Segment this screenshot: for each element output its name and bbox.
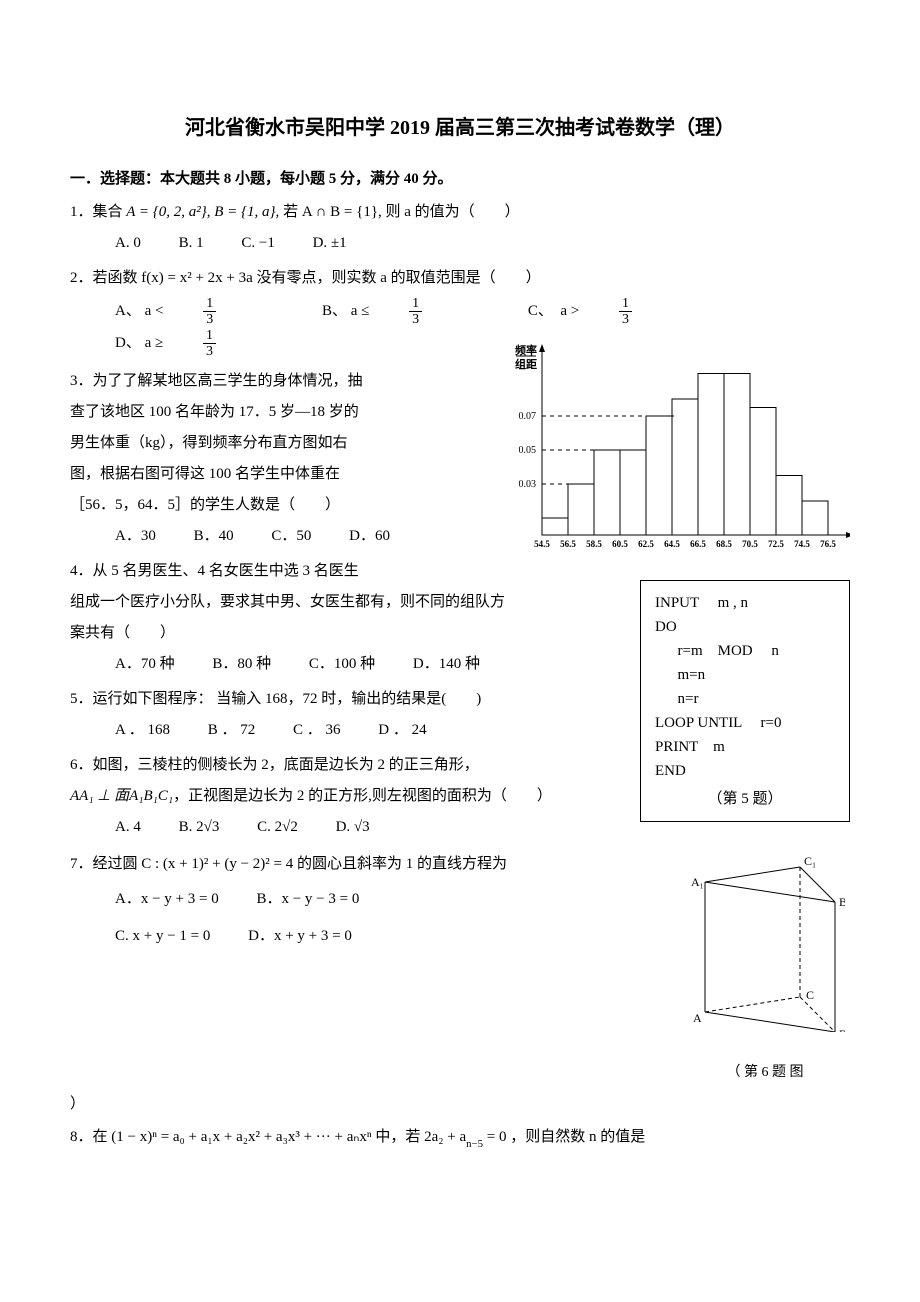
q1-prefix: 1．集合 (70, 204, 126, 220)
svg-text:B₁: B₁ (839, 895, 845, 909)
q1-options: A. 0 B. 1 C. −1 D. ±1 (70, 230, 850, 257)
q5-opt-b: B ． 72 (208, 717, 256, 744)
q1-opt-a: A. 0 (115, 230, 141, 257)
pc-l5: n=r (655, 687, 835, 711)
svg-text:A₁: A₁ (691, 875, 704, 889)
q1-stem: 1．集合 A = {0, 2, a²}, B = {1, a}, 若 A ∩ B… (70, 199, 850, 226)
q6-l2-pre: AA₁ ⊥ 面 (70, 788, 129, 804)
q1-opt-c: C. −1 (241, 230, 274, 257)
svg-text:70.5: 70.5 (742, 539, 758, 549)
q2-opt-b: B、 a ≤ 13 (322, 296, 490, 328)
prism-caption: （ 第 6 题 图 (680, 1060, 850, 1085)
close-paren: ） (70, 1091, 850, 1118)
q4-opt-a: A．70 种 (115, 651, 175, 678)
q2-opt-a: A、 a < 13 (115, 296, 284, 328)
q2-opt-c-lbl: C、 a > (528, 298, 579, 325)
svg-text:72.5: 72.5 (768, 539, 784, 549)
prism-svg: A₁ B₁ C₁ A B C (685, 852, 845, 1032)
svg-text:C: C (806, 988, 814, 1002)
q2-stem: 2．若函数 f(x) = x² + 2x + 3a 没有零点，则实数 a 的取值… (70, 265, 850, 292)
q6-l2-mid: A₁B₁C₁ (129, 788, 173, 804)
prism-figure: A₁ B₁ C₁ A B C （ 第 6 题 图 (680, 852, 850, 1085)
pc-l6: LOOP UNTIL r=0 (655, 711, 835, 735)
q1-sets: A = {0, 2, a²}, B = {1, a}, (126, 204, 279, 220)
q8-cond: 2a₂ + a (424, 1129, 466, 1145)
histogram-svg: 频率组距 0.03 0.05 0.07 54.5 56.5 58.5 60.5 62.5 64.5… (500, 340, 850, 560)
svg-text:74.5: 74.5 (794, 539, 810, 549)
q1-opt-b: B. 1 (179, 230, 204, 257)
page-title: 河北省衡水市吴阳中学 2019 届高三第三次抽考试卷数学（理） (70, 110, 850, 146)
q3-opt-c: C．50 (271, 523, 311, 550)
q4-opt-b: B．80 种 (212, 651, 271, 678)
pc-l1: INPUT m , n (655, 591, 835, 615)
svg-text:56.5: 56.5 (560, 539, 576, 549)
q2-opt-b-lbl: B、 a ≤ (322, 298, 369, 325)
pseudocode-box: INPUT m , n DO r=m MOD n m=n n=r LOOP UN… (640, 580, 850, 822)
frac-den: 3 (619, 312, 632, 327)
q2-opt-c: C、 a > 13 (528, 296, 700, 328)
q3-opt-a: A．30 (115, 523, 156, 550)
svg-text:54.5: 54.5 (534, 539, 550, 549)
svg-text:76.5: 76.5 (820, 539, 836, 549)
q6-opt-c: C. 2√2 (257, 814, 298, 841)
q6-l2-post: ，正视图是边长为 2 的正方形,则左视图的面积为（ ） (173, 788, 552, 804)
q7-opt-a: A．x − y + 3 = 0 (115, 886, 219, 913)
svg-text:68.5: 68.5 (716, 539, 732, 549)
q3-opt-b: B．40 (194, 523, 234, 550)
svg-text:频率: 频率 (515, 343, 537, 357)
q1-cond: 若 A ∩ B = {1}, 则 a 的值为（ ） (283, 204, 520, 220)
q6-opt-a: A. 4 (115, 814, 141, 841)
frac-num: 1 (203, 328, 216, 344)
q6-opt-b: B. 2√3 (179, 814, 220, 841)
svg-text:64.5: 64.5 (664, 539, 680, 549)
svg-text:组距: 组距 (515, 357, 537, 371)
q3-opt-d: D．60 (349, 523, 390, 550)
frac-den: 3 (203, 344, 216, 359)
frac-num: 1 (409, 296, 422, 312)
q4-opt-d: D．140 种 (413, 651, 480, 678)
q6-opt-d: D. √3 (336, 814, 370, 841)
svg-text:0.05: 0.05 (519, 445, 537, 456)
q5-opt-c: C ． 36 (293, 717, 341, 744)
svg-text:A: A (693, 1011, 702, 1025)
q8-mid: 中，若 (375, 1129, 424, 1145)
q1-opt-d: D. ±1 (313, 230, 347, 257)
pc-l7: PRINT m (655, 735, 835, 759)
q7-opt-b: B．x − y − 3 = 0 (256, 886, 359, 913)
q2-opt-a-lbl: A、 a < (115, 298, 163, 325)
q7-opt-d: D．x + y + 3 = 0 (248, 923, 352, 950)
pc-l3: r=m MOD n (655, 639, 835, 663)
q8-expand: (1 − x)ⁿ = a₀ + a₁x + a₂x² + a₃x³ + ··· … (111, 1129, 371, 1145)
svg-text:60.5: 60.5 (612, 539, 628, 549)
q8-post: = 0 ，则自然数 n 的值是 (487, 1129, 645, 1145)
q7-opt-c: C. x + y − 1 = 0 (115, 923, 210, 950)
pc-l2: DO (655, 615, 835, 639)
q4-opt-c: C．100 种 (309, 651, 375, 678)
q2-frac-den: 3 (203, 312, 216, 327)
q2-opt-d: D、 a ≥ 13 (115, 328, 284, 360)
frac-num: 1 (619, 296, 632, 312)
q8-pre: 8．在 (70, 1129, 111, 1145)
q5-opt-a: A ． 168 (115, 717, 170, 744)
svg-text:C₁: C₁ (804, 854, 816, 868)
pc-caption: （第 5 题） (655, 787, 835, 811)
svg-text:0.03: 0.03 (519, 479, 537, 490)
q2-frac-num: 1 (203, 296, 216, 312)
frac-den: 3 (409, 312, 422, 327)
q5-opt-d: D ． 24 (378, 717, 426, 744)
svg-text:66.5: 66.5 (690, 539, 706, 549)
q2-opt-d-lbl: D、 a ≥ (115, 330, 163, 357)
svg-text:58.5: 58.5 (586, 539, 602, 549)
q8-sub: n−5 (466, 1138, 483, 1150)
svg-text:62.5: 62.5 (638, 539, 654, 549)
q8-stem: 8．在 (1 − x)ⁿ = a₀ + a₁x + a₂x² + a₃x³ + … (70, 1124, 850, 1151)
pc-l8: END (655, 759, 835, 783)
histogram-figure: 频率组距 0.03 0.05 0.07 54.5 56.5 58.5 60.5 62.5 64.5… (500, 340, 850, 570)
svg-text:0.07: 0.07 (519, 411, 537, 422)
pc-l4: m=n (655, 663, 835, 687)
section-1-heading: 一．选择题：本大题共 8 小题，每小题 5 分，满分 40 分。 (70, 166, 850, 193)
svg-text:B: B (839, 1027, 845, 1032)
